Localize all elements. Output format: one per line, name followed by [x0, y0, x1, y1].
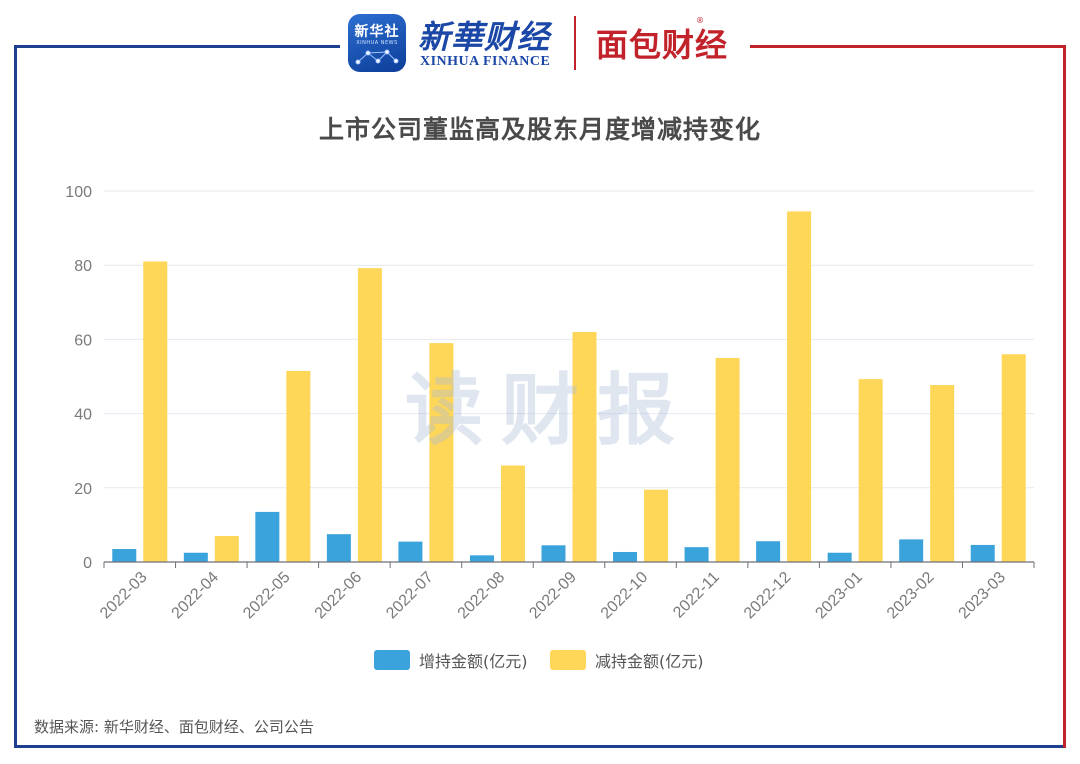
bar-decrease[interactable]: [715, 357, 740, 562]
bar-increase[interactable]: [469, 555, 494, 562]
legend-label-decrease: 减持金额(亿元): [595, 652, 704, 671]
frame-bottom-border: [14, 745, 1066, 748]
x-tick-label: 2022-09: [526, 569, 580, 623]
bar-increase[interactable]: [255, 511, 280, 562]
bar-decrease[interactable]: [644, 489, 669, 562]
x-tick-label: 2022-03: [97, 569, 151, 623]
header-divider: [574, 16, 576, 70]
bar-increase[interactable]: [541, 545, 566, 562]
mianbao-finance-logo: 面包财经: [596, 26, 729, 64]
bar-decrease[interactable]: [357, 268, 382, 562]
y-tick-label: 0: [83, 555, 92, 572]
bar-increase[interactable]: [899, 539, 924, 562]
xinhua-news-logo: 新华社 XINHUA NEWS: [348, 14, 406, 72]
bar-decrease[interactable]: [787, 211, 812, 562]
xinhua-finance-logo-en: XINHUA FINANCE: [420, 54, 551, 69]
data-source-note: 数据来源: 新华财经、面包财经、公司公告: [34, 718, 314, 736]
bar-decrease[interactable]: [930, 385, 955, 562]
bar-increase[interactable]: [112, 549, 137, 562]
x-tick-label: 2023-02: [884, 569, 938, 623]
xinhua-badge-text: 新华社: [354, 24, 400, 40]
bar-increase[interactable]: [613, 551, 638, 562]
bar-increase[interactable]: [398, 541, 423, 562]
y-tick-label: 100: [65, 184, 92, 201]
x-tick-label: 2022-10: [598, 569, 652, 623]
bars: [112, 211, 1026, 562]
registered-mark: ®: [696, 16, 704, 25]
xinhua-finance-logo-cn: 新華财经: [418, 18, 551, 56]
legend-label-increase: 增持金额(亿元): [419, 652, 528, 671]
legend-item-decrease[interactable]: 减持金额(亿元): [550, 648, 704, 672]
bar-increase[interactable]: [970, 544, 995, 562]
x-tick-label: 2022-12: [741, 569, 795, 623]
x-tick-label: 2022-11: [670, 569, 723, 622]
legend-swatch-increase: [374, 650, 410, 670]
x-tick-label: 2022-05: [240, 569, 294, 623]
xinhua-badge-subtext: XINHUA NEWS: [356, 40, 398, 46]
header-logos: 新华社 XINHUA NEWS 新華财经 XINHUA FINANCE 面包财经…: [340, 10, 750, 74]
bar-decrease[interactable]: [286, 370, 311, 562]
x-tick-label: 2022-04: [169, 569, 223, 623]
bar-decrease[interactable]: [1001, 354, 1026, 562]
legend-swatch-decrease: [550, 650, 586, 670]
x-tick-label: 2022-07: [383, 569, 437, 623]
watermark-text: 读财报: [405, 366, 694, 456]
y-tick-label: 80: [74, 258, 92, 275]
bar-increase[interactable]: [326, 534, 351, 562]
bar-decrease[interactable]: [858, 379, 883, 562]
bar-increase[interactable]: [756, 541, 781, 562]
bar-increase[interactable]: [827, 552, 852, 562]
x-tick-label: 2023-01: [812, 569, 866, 623]
y-tick-label: 60: [74, 332, 92, 349]
y-tick-label: 40: [74, 407, 92, 424]
bar-decrease[interactable]: [429, 343, 454, 562]
frame-right-border: [743, 45, 1066, 748]
bar-decrease[interactable]: [214, 536, 239, 562]
x-tick-label: 2022-08: [455, 569, 509, 623]
y-axis-ticks: 0 20 40 60 80 100: [65, 184, 92, 572]
x-tick-label: 2022-06: [312, 569, 366, 623]
chart-title: 上市公司董监高及股东月度增减持变化: [318, 115, 761, 144]
legend: 增持金额(亿元) 减持金额(亿元): [0, 648, 1080, 674]
y-tick-label: 20: [74, 481, 92, 498]
network-icon: [355, 49, 399, 65]
bar-decrease[interactable]: [572, 331, 597, 562]
legend-item-increase[interactable]: 增持金额(亿元): [374, 648, 528, 672]
bar-decrease[interactable]: [500, 465, 525, 562]
x-axis: 2022-03 2022-04 2022-05 2022-06 2022-07 2022-…: [97, 561, 1035, 623]
x-tick-label: 2023-03: [956, 569, 1010, 623]
bar-decrease[interactable]: [143, 261, 168, 562]
bar-increase[interactable]: [684, 547, 709, 562]
bar-increase[interactable]: [183, 552, 208, 562]
